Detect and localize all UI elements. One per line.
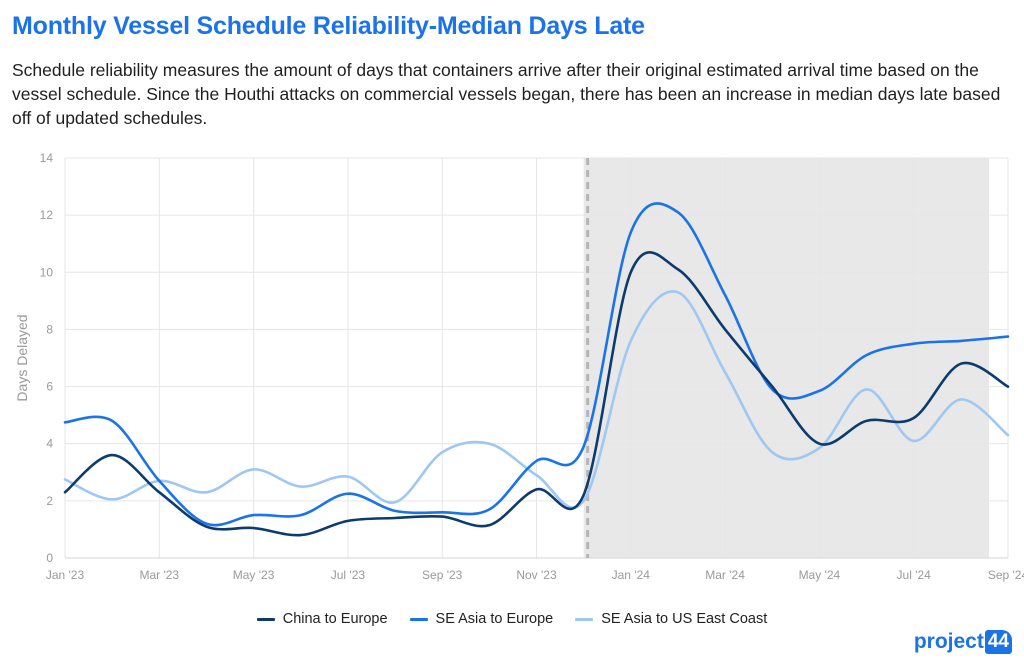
chart-title: Monthly Vessel Schedule Reliability-Medi… [12,12,645,40]
x-tick-label: Jul '23 [331,568,366,582]
legend-label-china-to-europe: China to Europe [282,611,388,627]
legend-swatch-china-to-europe [256,617,275,621]
y-tick-label: 10 [40,265,54,279]
legend-item-china-to-europe[interactable]: China to Europe [256,611,388,627]
y-tick-label: 8 [46,322,53,336]
chart-legend: China to Europe SE Asia to Europe SE Asi… [0,611,1024,627]
legend-swatch-se-asia-to-us-east-coast [575,617,594,621]
series-line-china-to-europe [63,251,1010,537]
x-tick-label: May '24 [799,568,841,582]
x-tick-label: Mar '23 [139,568,179,582]
y-tick-label: 0 [46,551,53,565]
y-axis-title: Days Delayed [14,314,30,401]
y-tick-label: 12 [40,208,54,222]
y-tick-label: 4 [46,437,53,451]
shaded-period-region [583,158,989,558]
brand-logo: project 44 [914,630,1012,654]
x-tick-label: Sep '23 [422,568,463,582]
x-tick-label: Jan '24 [612,568,651,582]
brand-logo-text: project [913,630,984,653]
y-tick-label: 2 [46,494,53,508]
y-tick-label: 6 [46,380,53,394]
legend-swatch-se-asia-to-europe [409,617,428,621]
x-tick-label: May '23 [233,568,275,582]
x-tick-label: Jan '23 [46,568,85,582]
chart-subtitle: Schedule reliability measures the amount… [12,60,1001,128]
legend-item-se-asia-to-europe[interactable]: SE Asia to Europe [409,611,554,627]
y-tick-label: 14 [40,151,54,165]
legend-item-se-asia-to-us-east-coast[interactable]: SE Asia to US East Coast [575,611,767,627]
legend-label-se-asia-to-europe: SE Asia to Europe [435,611,554,627]
x-tick-label: Jul '24 [897,568,932,582]
x-tick-label: Mar '24 [705,568,745,582]
series-line-se-asia-to-europe [63,202,1010,527]
brand-logo-number: 44 [984,630,1012,654]
line-chart: 0 2 4 6 8 10 12 14 Jan '23 Mar '23 May '23 Jul '23 S… [14,151,1024,582]
legend-label-se-asia-to-us-east-coast: SE Asia to US East Coast [601,611,768,627]
x-tick-label: Sep '24 [988,568,1024,582]
x-tick-label: Nov '23 [516,568,557,582]
